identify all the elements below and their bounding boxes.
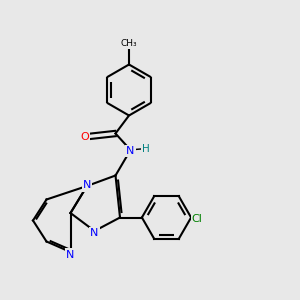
Text: N: N <box>66 250 75 260</box>
Text: N: N <box>90 229 99 238</box>
Text: O: O <box>80 133 89 142</box>
Text: N: N <box>126 146 135 156</box>
Text: H: H <box>142 145 150 154</box>
Text: N: N <box>83 181 91 190</box>
Text: Cl: Cl <box>192 214 203 224</box>
Text: CH₃: CH₃ <box>121 39 137 48</box>
